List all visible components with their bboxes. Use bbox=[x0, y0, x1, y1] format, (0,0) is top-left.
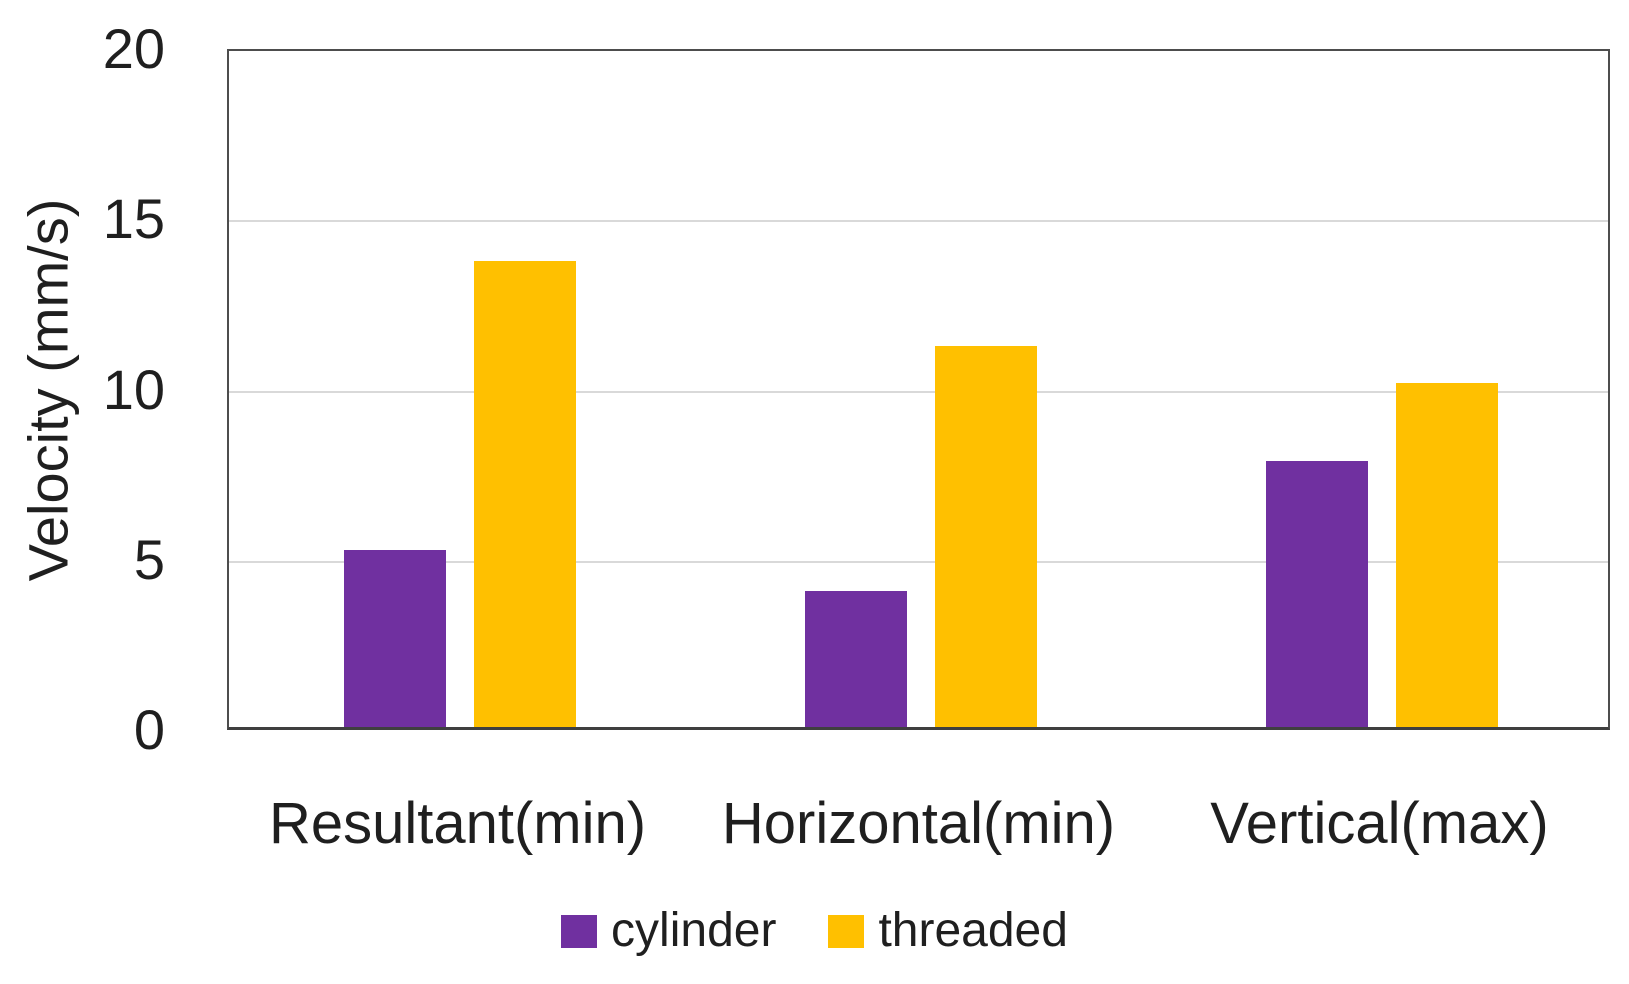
bar-cylinder-vertical-max bbox=[1265, 461, 1368, 727]
bar-threaded-horizontal-min bbox=[934, 345, 1037, 727]
y-tick-label-20: 20 bbox=[102, 17, 165, 80]
legend-swatch-threaded bbox=[828, 914, 865, 948]
bar-threaded-resultant-min bbox=[473, 260, 576, 727]
legend-label-cylinder: cylinder bbox=[611, 904, 777, 957]
plot-area bbox=[227, 49, 1610, 730]
bar-cylinder-horizontal-min bbox=[804, 590, 907, 727]
x-axis-labels: Resultant(min) Horizontal(min) Vertical(ma… bbox=[227, 782, 1610, 866]
y-tick-label-15: 15 bbox=[102, 187, 165, 251]
gridline-15 bbox=[229, 220, 1608, 223]
bar-cylinder-resultant-min bbox=[343, 549, 446, 727]
gridline-5 bbox=[229, 560, 1608, 563]
legend-label-threaded: threaded bbox=[878, 904, 1068, 957]
x-category-label-resultant-min: Resultant(min) bbox=[268, 791, 647, 856]
legend-swatch-cylinder bbox=[561, 914, 598, 948]
x-category-label-horizontal-min: Horizontal(min) bbox=[721, 791, 1116, 856]
y-tick-label-5: 5 bbox=[133, 527, 165, 591]
legend: cylinder threaded bbox=[0, 905, 1629, 957]
y-tick-label-10: 10 bbox=[102, 357, 165, 421]
gridline-10 bbox=[229, 390, 1608, 393]
bar-threaded-vertical-max bbox=[1395, 383, 1498, 727]
legend-item-threaded: threaded bbox=[828, 905, 1068, 957]
x-category-label-vertical-max: Vertical(max) bbox=[1210, 791, 1549, 856]
y-axis-ticks: 0 5 10 15 20 bbox=[0, 0, 165, 984]
legend-item-cylinder: cylinder bbox=[561, 905, 776, 957]
y-tick-label-0: 0 bbox=[133, 698, 165, 761]
